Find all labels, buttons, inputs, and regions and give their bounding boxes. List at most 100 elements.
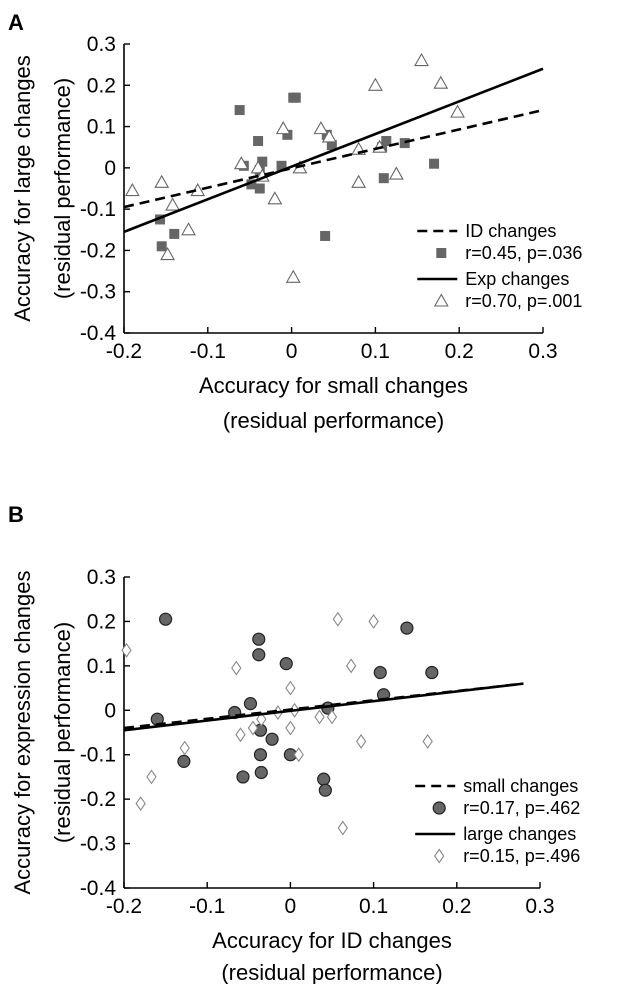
- data-point: [321, 129, 337, 143]
- data-point: [155, 214, 166, 225]
- data-point: [253, 748, 268, 762]
- y-tick-label: 0: [104, 157, 116, 180]
- y-tick-label: -0.4: [80, 322, 117, 345]
- data-point: [254, 765, 268, 780]
- data-point: [433, 75, 449, 89]
- x-tick-label: -0.2: [106, 340, 142, 363]
- x-tick-label: 0.3: [525, 895, 554, 918]
- data-point: [135, 796, 146, 812]
- data-point: [254, 183, 265, 194]
- series-exp-changes: [124, 52, 465, 283]
- x-tick-label: -0.1: [189, 895, 225, 918]
- data-point: [317, 772, 331, 786]
- data-point: [156, 241, 167, 252]
- x-tick-label: -0.2: [106, 895, 142, 918]
- legend-stats: r=0.17, p=.462: [463, 798, 580, 818]
- data-point: [326, 140, 337, 151]
- y-tick-label: 0.2: [87, 74, 116, 97]
- data-point: [181, 222, 196, 236]
- data-point: [313, 121, 329, 135]
- y-tick-label: 0.3: [87, 566, 116, 589]
- y-tick-label: -0.3: [80, 281, 116, 304]
- y-tick-label: -0.4: [80, 877, 117, 900]
- chart-panel-a: A -0.4 -0.3 -0.2 -0.1 0 0.1 0.2 0.3 -0.2 -0.1 0 0.1 0…: [8, 10, 582, 433]
- x-tick-label: 0.3: [528, 340, 557, 363]
- data-point: [285, 680, 296, 696]
- data-point: [265, 732, 279, 746]
- data-point: [318, 783, 332, 797]
- y-axis-subtitle: (residual performance): [50, 622, 75, 843]
- data-point: [337, 820, 348, 836]
- data-point: [400, 621, 414, 635]
- data-point: [236, 770, 250, 784]
- legend-label: large changes: [463, 824, 576, 844]
- data-point: [373, 665, 387, 680]
- x-tick-label: 0.2: [442, 895, 471, 918]
- data-point: [367, 77, 383, 91]
- legend-label: small changes: [463, 776, 578, 796]
- trend-line-solid: [123, 67, 544, 234]
- data-point: [246, 179, 257, 190]
- x-tick-label: 0.2: [445, 340, 474, 363]
- data-point: [233, 156, 249, 170]
- y-tick-label: 0: [104, 699, 116, 722]
- data-point: [422, 733, 433, 749]
- data-point: [326, 709, 338, 725]
- data-point: [332, 611, 343, 627]
- data-point: [275, 121, 291, 135]
- data-point: [368, 613, 379, 629]
- data-point: [450, 104, 465, 118]
- data-point: [378, 173, 389, 184]
- y-tick-label: 0.2: [87, 610, 116, 633]
- legend-marker: [433, 293, 449, 307]
- data-point: [177, 754, 191, 768]
- data-point: [276, 160, 287, 171]
- data-point: [231, 660, 242, 676]
- data-point: [279, 657, 293, 671]
- data-point: [267, 191, 283, 205]
- data-point: [345, 658, 357, 674]
- x-tick-label: -0.1: [190, 340, 226, 363]
- trend-line-dashed: [123, 108, 544, 209]
- legend-label: Exp changes: [465, 269, 569, 289]
- data-point: [429, 158, 440, 169]
- panel-letter: A: [8, 10, 24, 35]
- data-point: [285, 720, 296, 736]
- data-point: [256, 711, 267, 727]
- legend-stats: r=0.15, p=.496: [463, 846, 580, 866]
- y-tick-label: -0.1: [80, 198, 116, 221]
- data-point: [121, 642, 132, 658]
- y-axis-title: Accuracy for expression changes: [10, 570, 35, 894]
- legend-stats: r=0.45, p=.036: [465, 243, 582, 263]
- data-point: [285, 269, 301, 283]
- chart-panel-b: B -0.4 -0.3 -0.2 -0.1 0 0.1 0.2 0.3 -0.2 -0.1 0 0.1 0…: [8, 502, 580, 984]
- legend-label: ID changes: [465, 221, 556, 241]
- data-point: [290, 92, 301, 103]
- series-large-changes: [121, 611, 433, 836]
- x-axis-title: Accuracy for small changes: [199, 373, 468, 398]
- legend-stats: r=0.70, p=.001: [465, 291, 582, 311]
- panel-letter: B: [8, 502, 24, 527]
- data-point: [399, 138, 410, 149]
- data-point: [252, 632, 266, 646]
- data-point: [235, 727, 246, 743]
- y-axis-subtitle: (residual performance): [50, 78, 75, 299]
- data-point: [159, 612, 173, 626]
- data-point: [146, 769, 157, 785]
- data-point: [293, 747, 304, 763]
- y-tick-label: -0.2: [80, 788, 116, 811]
- y-axis-title: Accuracy for large changes: [10, 55, 35, 322]
- y-tick-label: 0.1: [87, 655, 116, 678]
- data-point: [250, 160, 266, 174]
- data-point: [257, 156, 268, 167]
- data-point: [388, 166, 404, 180]
- y-tick-label: 0.1: [87, 116, 116, 139]
- data-point: [169, 228, 180, 239]
- x-tick-label: 0.1: [361, 340, 390, 363]
- x-tick-label: 0: [285, 895, 297, 918]
- legend-marker: [436, 248, 447, 258]
- trend-line-solid: [123, 682, 524, 732]
